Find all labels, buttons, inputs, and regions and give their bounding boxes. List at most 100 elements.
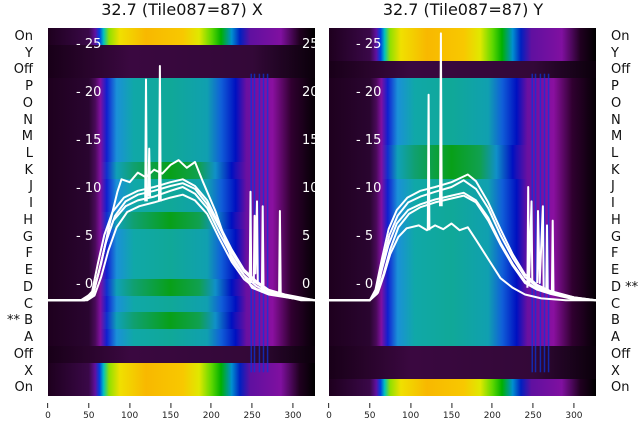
heatmap-row (48, 44, 315, 62)
series-line-spike-6 (550, 219, 555, 293)
heatmap-row (329, 128, 596, 146)
row-label: Off (13, 62, 33, 78)
row-label: Y (611, 45, 619, 61)
y-tick-label: - 15 (356, 133, 381, 148)
y-tick-label: - 10 (76, 181, 101, 196)
x-tick-label: 300 (565, 403, 582, 421)
row-label: D ** (611, 279, 639, 295)
y-tick-label: - 25 (356, 37, 381, 52)
row-label: O (22, 95, 33, 111)
row-label: M (21, 129, 33, 145)
row-label: A (24, 330, 33, 346)
heatmap-row (329, 312, 596, 330)
x-tick-label: 200 (484, 403, 501, 421)
heatmap-row (48, 128, 315, 146)
heatmap-row (48, 345, 315, 363)
y-tick-label: - 20 (76, 85, 101, 100)
row-label: G (611, 229, 622, 245)
x-tick-label: 150 (443, 403, 460, 421)
y-tick-label: - 10 (356, 181, 381, 196)
y-tick-label: - 0 (76, 277, 93, 292)
heatmap-stripe (266, 73, 269, 373)
y-tick-label-right: 0 (302, 277, 310, 292)
heatmap-row (48, 379, 315, 396)
series-line-spike-1 (426, 93, 431, 231)
row-label: N (611, 112, 621, 128)
heatmap-row (329, 78, 596, 95)
x-tick-label: 50 (83, 403, 94, 421)
series-line-spike-3 (526, 186, 534, 288)
heatmap-row (48, 145, 315, 162)
series-line-trace-4 (329, 173, 596, 302)
row-label: M (611, 129, 623, 145)
heatmap-row (329, 379, 596, 396)
row-label: D (22, 279, 33, 295)
series-line-spike-5 (545, 224, 549, 293)
heatmap-row (329, 362, 596, 380)
row-label: J (29, 179, 33, 195)
row-label: X (24, 363, 33, 379)
y-tick-label: - 0 (356, 277, 373, 292)
heatmap-row (48, 94, 315, 112)
heatmap-stripe (258, 73, 261, 373)
heatmap-row (48, 111, 315, 129)
heatmap-row (329, 329, 596, 346)
row-label: Off (13, 346, 33, 362)
heatmap-row (48, 312, 315, 330)
x-tick-label: 300 (284, 403, 301, 421)
row-label: F (611, 246, 619, 262)
heatmap-row (48, 61, 315, 79)
series-line-spike-2 (439, 32, 443, 207)
row-label: B (611, 313, 620, 329)
y-tick-label: - 20 (356, 85, 381, 100)
row-label: L (611, 146, 619, 161)
heatmap-row (48, 161, 315, 179)
row-label: E (24, 263, 33, 279)
heatmap-row (329, 345, 596, 363)
row-label: H (23, 212, 33, 228)
y-tick-label-right: 10 (302, 181, 315, 196)
heatmap-row (329, 94, 596, 112)
heatmap-row (48, 295, 315, 313)
row-label: On (611, 380, 630, 396)
heatmap-row (329, 145, 596, 162)
x-tick-label: 250 (244, 403, 261, 421)
x-tick-label: 200 (203, 403, 220, 421)
left-chart-title: 32.7 (Tile087=87) X (101, 0, 263, 19)
row-label: Off (611, 62, 631, 78)
row-label: K (611, 162, 620, 178)
row-label: I (29, 196, 33, 212)
row-label: G (22, 229, 33, 245)
series-line-trace-high (48, 159, 315, 302)
series-line-spike-1 (144, 78, 148, 202)
heatmap-stripe (547, 73, 550, 373)
heatmap-row (48, 245, 315, 263)
row-label: N (23, 112, 33, 128)
row-label: On (611, 28, 630, 44)
x-tick-label: 0 (45, 403, 51, 421)
row-label: On (14, 28, 33, 44)
heatmap-row (48, 78, 315, 95)
row-label: A (611, 330, 620, 346)
right-heatmap-panel: - 0 - 5 - 10 - 15 - 20 - 25 (329, 28, 596, 396)
row-label: On (14, 380, 33, 396)
series-line-spike-4 (536, 205, 545, 293)
x-tick-label: 0 (326, 403, 332, 421)
series-line-spike-4 (248, 190, 253, 284)
row-label: Off (611, 346, 631, 362)
x-tick-label: 150 (162, 403, 179, 421)
heatmap-row (48, 329, 315, 346)
row-label: P (611, 79, 619, 95)
y-tick-label: - 5 (356, 229, 373, 244)
series-line-trace-3 (48, 193, 315, 302)
heatmap-stripe (534, 73, 537, 373)
row-label: X (611, 363, 620, 379)
row-label: O (611, 95, 622, 111)
y-tick-label-right: 20 (302, 85, 315, 100)
y-tick-label-right: 25 (302, 37, 315, 52)
x-tick-label: 100 (121, 403, 138, 421)
row-label: C (23, 296, 33, 312)
series-line-spike-2 (147, 147, 152, 197)
row-label: H (611, 212, 621, 228)
heatmap-row (329, 178, 596, 196)
